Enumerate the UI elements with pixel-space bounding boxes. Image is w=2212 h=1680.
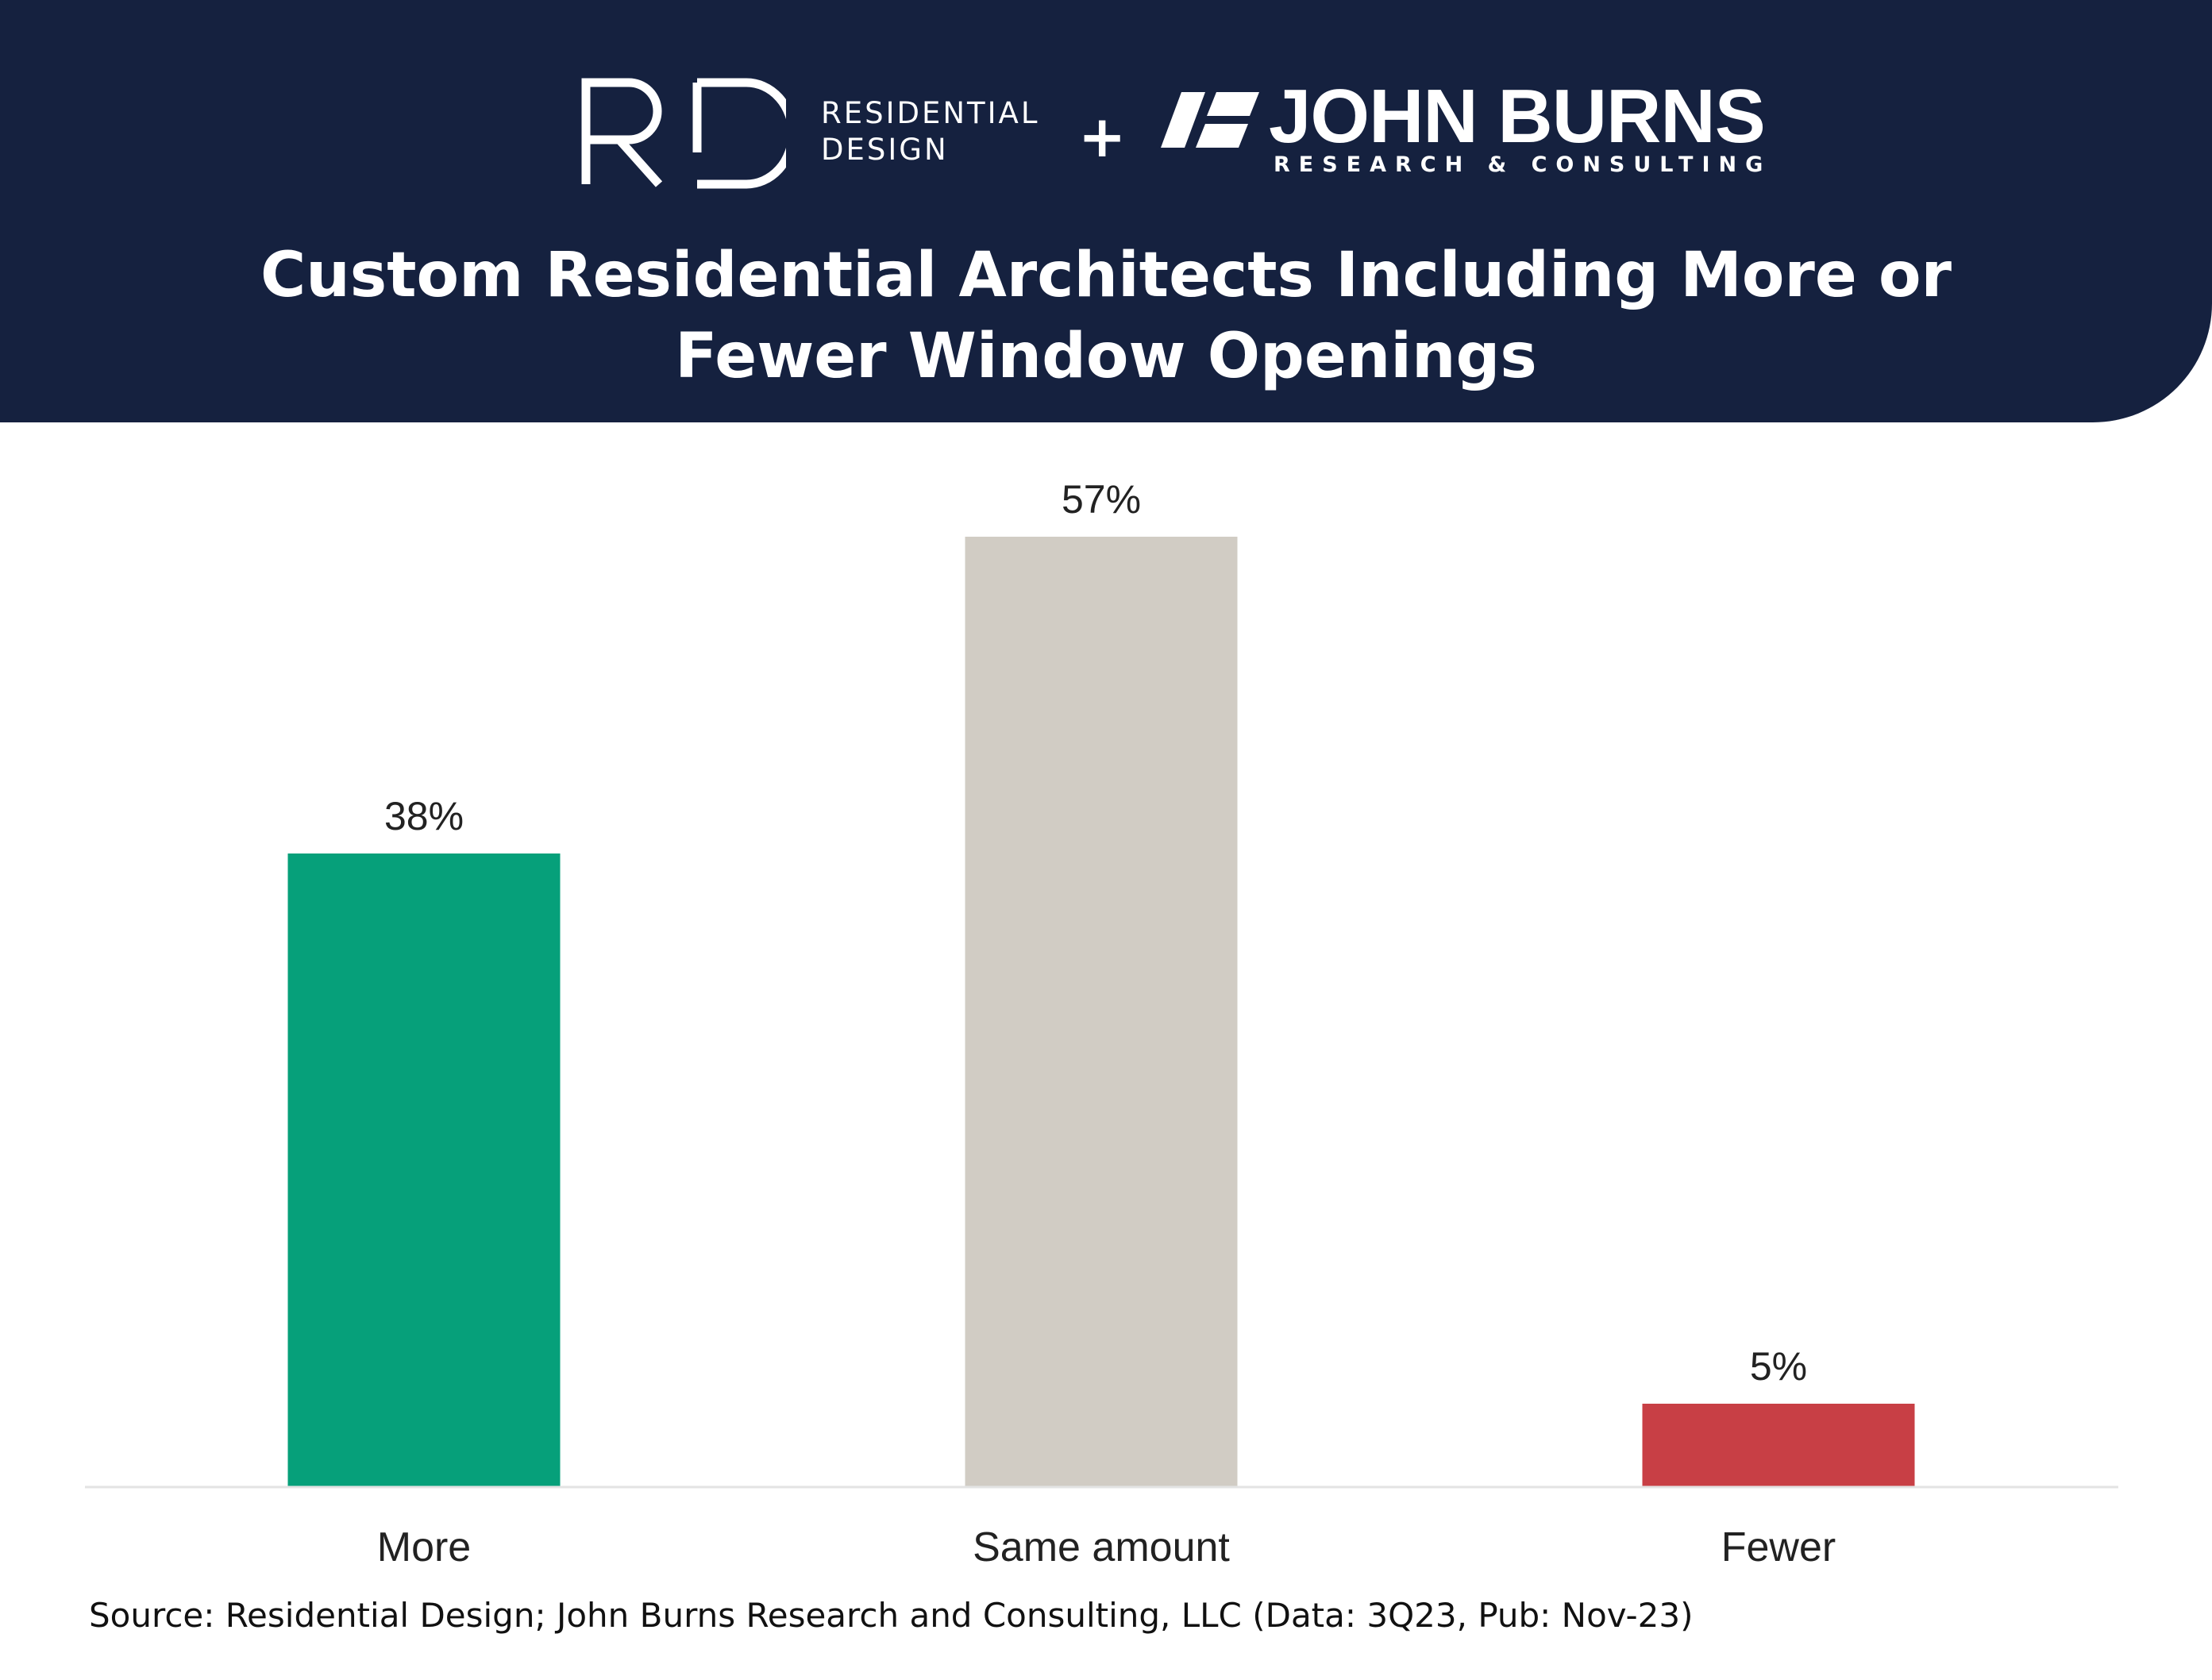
source-note: Source: Residential Design; John Burns R… <box>89 1596 1694 1635</box>
data-label: 5% <box>1750 1344 1807 1389</box>
x-tick-label: Fewer <box>1721 1524 1836 1570</box>
logo-row: RESIDENTIAL DESIGN + JOHN BURNS RESEARCH… <box>0 68 2212 203</box>
bar-chart: 38% More 57% Same amount 5% Fewer <box>85 477 2118 1570</box>
data-label: 38% <box>384 794 464 838</box>
john-burns-subtitle: RESEARCH & CONSULTING <box>1274 152 1772 177</box>
bars <box>287 537 1915 1487</box>
plus-sign: + <box>1078 103 1127 170</box>
bar-more <box>287 853 561 1487</box>
chart-title-line1: Custom Residential Architects Including … <box>260 240 1952 311</box>
rd-line1: RESIDENTIAL <box>821 96 1040 130</box>
john-burns-logo-mark <box>1161 92 1259 148</box>
labels: 38% More 57% Same amount 5% Fewer <box>377 477 1836 1570</box>
header-banner: RESIDENTIAL DESIGN + JOHN BURNS RESEARCH… <box>0 0 2212 422</box>
residential-design-wordmark: RESIDENTIAL DESIGN <box>821 95 1039 168</box>
rd-line2: DESIGN <box>821 133 949 167</box>
data-label: 57% <box>1062 477 1141 522</box>
bar-same-amount <box>965 537 1238 1487</box>
chart-title: Custom Residential Architects Including … <box>0 235 2212 397</box>
john-burns-wordmark: JOHN BURNS <box>1269 74 1766 159</box>
x-tick-label: More <box>377 1524 471 1570</box>
residential-design-logo <box>581 78 786 189</box>
x-tick-label: Same amount <box>973 1524 1230 1570</box>
chart-title-line2: Fewer Window Openings <box>675 321 1537 392</box>
bar-fewer <box>1642 1404 1915 1487</box>
